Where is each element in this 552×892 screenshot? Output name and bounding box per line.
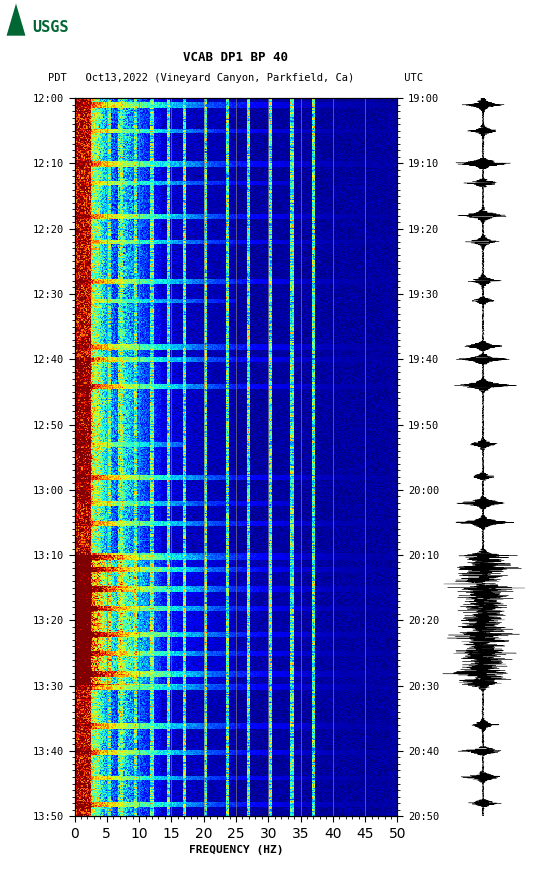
X-axis label: FREQUENCY (HZ): FREQUENCY (HZ) [189,845,283,855]
Text: PDT   Oct13,2022 (Vineyard Canyon, Parkfield, Ca)        UTC: PDT Oct13,2022 (Vineyard Canyon, Parkfie… [49,73,423,84]
Text: VCAB DP1 BP 40: VCAB DP1 BP 40 [183,52,289,64]
Polygon shape [7,4,25,36]
Text: USGS: USGS [32,20,68,35]
